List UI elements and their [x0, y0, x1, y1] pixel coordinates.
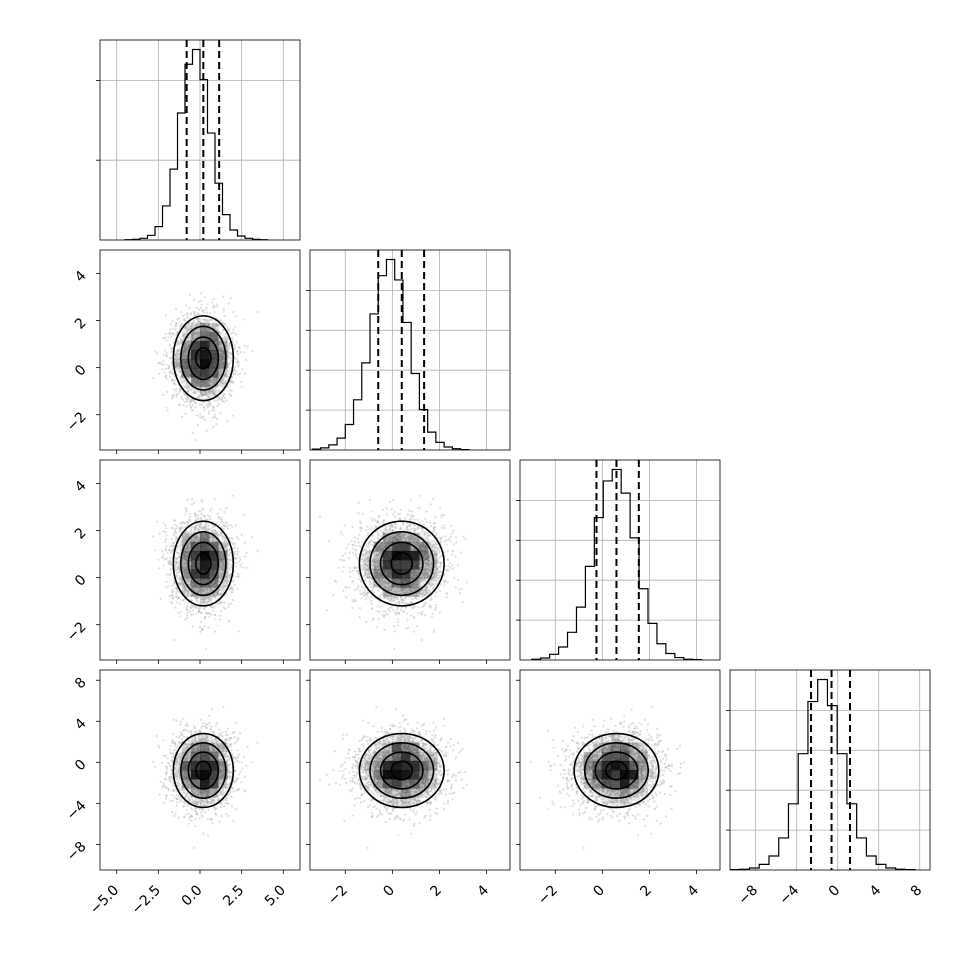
- scatter-point: [204, 296, 206, 298]
- scatter-point: [216, 418, 218, 420]
- scatter-point: [169, 344, 171, 346]
- scatter-point: [183, 318, 185, 320]
- scatter-point: [224, 315, 226, 317]
- scatter-point: [195, 439, 197, 441]
- scatter-point: [219, 397, 221, 399]
- scatter-point: [223, 310, 225, 312]
- scatter-point: [231, 337, 233, 339]
- scatter-point: [199, 403, 201, 405]
- scatter-point: [218, 403, 220, 405]
- scatter-point: [219, 412, 221, 414]
- scatter-point: [165, 378, 167, 380]
- scatter-point: [176, 394, 178, 396]
- scatter-point: [167, 336, 169, 338]
- scatter-point: [245, 359, 247, 361]
- scatter-point: [190, 406, 192, 408]
- histogram-step-line: [125, 50, 268, 240]
- scatter-point: [156, 353, 158, 355]
- scatter-point: [173, 379, 175, 381]
- scatter-point: [224, 397, 226, 399]
- scatter-point: [188, 307, 190, 309]
- scatter-point: [235, 370, 237, 372]
- scatter-point: [204, 419, 206, 421]
- scatter-point: [170, 323, 172, 325]
- scatter-point: [216, 405, 218, 407]
- scatter-point: [192, 404, 194, 406]
- scatter-point: [216, 399, 218, 401]
- scatter-point: [185, 305, 187, 307]
- scatter-point: [211, 409, 213, 411]
- scatter-point: [165, 376, 167, 378]
- scatter-point: [172, 388, 174, 390]
- scatter-point: [184, 413, 186, 415]
- scatter-point: [203, 401, 205, 403]
- scatter-point: [198, 308, 200, 310]
- scatter-point: [196, 307, 198, 309]
- scatter-point: [178, 404, 180, 406]
- scatter-point: [200, 303, 202, 305]
- scatter-point: [179, 325, 181, 327]
- scatter-point: [162, 394, 164, 396]
- scatter-point: [186, 312, 188, 314]
- scatter-point: [206, 404, 208, 406]
- scatter-point: [235, 315, 237, 317]
- scatter-point: [162, 360, 164, 362]
- scatter-point: [206, 306, 208, 308]
- scatter-point: [203, 409, 205, 411]
- scatter-point: [257, 311, 259, 313]
- scatter-point: [232, 339, 234, 341]
- scatter-point: [216, 305, 218, 307]
- scatter-point: [194, 406, 196, 408]
- scatter-point: [213, 311, 215, 313]
- scatter-point: [237, 373, 239, 375]
- scatter-point: [184, 401, 186, 403]
- scatter-point: [222, 295, 224, 297]
- scatter-point: [184, 313, 186, 315]
- histogram-panel-0: [96, 40, 300, 240]
- scatter-point: [175, 390, 177, 392]
- scatter-point: [213, 298, 215, 300]
- scatter-point: [223, 308, 225, 310]
- scatter-point: [211, 301, 213, 303]
- scatter-point: [187, 315, 189, 317]
- scatter-point: [244, 345, 246, 347]
- scatter-point: [237, 350, 239, 352]
- scatter-point: [191, 409, 193, 411]
- scatter-point: [205, 308, 207, 310]
- scatter-point: [244, 373, 246, 375]
- scatter-point: [214, 414, 216, 416]
- scatter-point: [193, 311, 195, 313]
